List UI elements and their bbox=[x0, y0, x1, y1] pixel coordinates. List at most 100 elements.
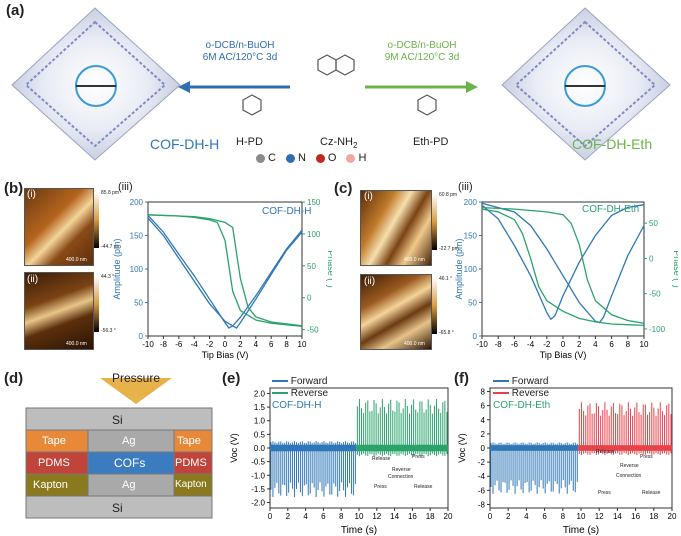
sub-b-i: (i) bbox=[27, 189, 36, 200]
y2-tick-label: 50 bbox=[649, 219, 658, 228]
y-axis-label: Amplitude (pm) bbox=[454, 238, 464, 299]
y-tick-label: 50 bbox=[468, 299, 477, 308]
y-tick-label: 0 bbox=[481, 444, 486, 453]
sub-c-ii: (ii) bbox=[364, 276, 376, 287]
x-tick-label: -8 bbox=[495, 340, 503, 349]
cb-b-ii-bot: -56.3 ° bbox=[101, 328, 116, 334]
y2-tick-label: 0 bbox=[649, 254, 654, 263]
cz-nh2-molecule-icon bbox=[335, 54, 355, 76]
y2-tick-label: 150 bbox=[307, 198, 321, 207]
sub-c-i: (i) bbox=[364, 191, 373, 202]
panel-e-label: (e) bbox=[222, 370, 241, 387]
layer-ag-bottom: Ag bbox=[122, 479, 136, 491]
x-tick-label: 18 bbox=[649, 512, 658, 521]
inset-f-press: Press bbox=[598, 490, 611, 496]
atom-dot-icon bbox=[346, 153, 356, 163]
y-tick-label: 1.0 bbox=[254, 417, 266, 426]
y-tick-label: -0.5 bbox=[251, 458, 265, 467]
chart-e-voc: 0 2 4 6 8 10 12 14 16 18 20 -2.0 -1.5 -1.0 -0.5 0.0 0.5 1… bbox=[229, 387, 453, 536]
amplitude-forward-line bbox=[481, 204, 645, 321]
x-tick-label: 4 bbox=[254, 340, 259, 349]
layer-si-top: Si bbox=[112, 413, 123, 427]
panel-d-label: (d) bbox=[4, 370, 24, 387]
y-tick-label: 100 bbox=[464, 265, 478, 274]
y2-tick-label: 0 bbox=[307, 294, 312, 303]
inset-f-connection: Connection bbox=[616, 473, 642, 479]
panel-a-label: (a) bbox=[6, 2, 25, 19]
scale-b-ii: 400.0 nm bbox=[66, 341, 87, 347]
arrow-right-icon bbox=[466, 81, 478, 93]
layer-kapton-left: Kapton bbox=[33, 479, 68, 491]
x-tick-label: -4 bbox=[527, 340, 535, 349]
legend-c-iii: COF-DH-Eth bbox=[582, 204, 640, 215]
reverse-baseline bbox=[578, 445, 672, 451]
right-condition-acid: 9M AC/120°C 3d bbox=[384, 52, 460, 63]
y-tick-label: 6 bbox=[481, 402, 486, 411]
y-axis-label: Voc (V) bbox=[457, 433, 467, 463]
atom-legend-o: O bbox=[315, 152, 336, 164]
phase-reverse-line bbox=[481, 206, 645, 324]
x-tick-label: 16 bbox=[408, 512, 417, 521]
y2-axis-label: Phase (°) bbox=[672, 250, 678, 288]
layer-pdms-right: PDMS bbox=[175, 457, 207, 469]
x-axis-label: Time (s) bbox=[563, 525, 599, 536]
x-tick-label: 2 bbox=[286, 512, 291, 521]
x-tick-label: 10 bbox=[355, 512, 364, 521]
afm-image-b-ii bbox=[24, 272, 94, 350]
x-tick-label: 18 bbox=[426, 512, 435, 521]
cb-c-i-bot: -22.7 pm bbox=[439, 246, 459, 252]
y-tick-label: -6 bbox=[478, 486, 486, 495]
layer-ag-top: Ag bbox=[122, 435, 136, 447]
layer-si-bottom: Si bbox=[112, 501, 123, 515]
x-tick-label: 6 bbox=[321, 512, 326, 521]
x-tick-label: -4 bbox=[191, 340, 199, 349]
phase-reverse-line bbox=[147, 214, 303, 327]
x-axis-label: Tip Bias (V) bbox=[202, 350, 249, 360]
x-tick-label: 0 bbox=[223, 340, 228, 349]
amplitude-forward-line bbox=[147, 214, 303, 329]
layer-tape-right: Tape bbox=[177, 435, 201, 447]
y2-tick-label: 50 bbox=[307, 262, 316, 271]
colorbar-b-ii bbox=[94, 276, 99, 332]
left-condition-acid: 6M AC/120°C 3d bbox=[202, 52, 278, 63]
afm-image-c-ii bbox=[360, 274, 432, 350]
x-tick-label: 0 bbox=[488, 512, 493, 521]
y-tick-label: 150 bbox=[130, 232, 144, 241]
scale-c-ii: 400.0 nm bbox=[404, 341, 425, 347]
x-tick-label: 8 bbox=[626, 340, 631, 349]
sub-b-ii: (ii) bbox=[27, 274, 39, 285]
layer-tape-left: Tape bbox=[42, 435, 66, 447]
x-tick-label: 6 bbox=[609, 340, 614, 349]
inset-f-release: Release bbox=[596, 449, 615, 455]
chart-c-iii: -10 -8 -6 -4 -2 0 2 4 6 8 10050100150200-100-50050… bbox=[454, 198, 678, 360]
cof-dh-h-structure bbox=[11, 7, 181, 161]
y-tick-label: -1.0 bbox=[251, 471, 265, 480]
x-tick-label: 10 bbox=[577, 512, 586, 521]
x-tick-label: 20 bbox=[444, 512, 453, 521]
x-tick-label: 12 bbox=[372, 512, 381, 521]
layer-kapton-right: Kapton bbox=[175, 479, 207, 490]
cof-dh-eth-structure bbox=[501, 7, 671, 161]
inset-e-release: Release bbox=[372, 456, 391, 462]
atom-dot-icon bbox=[315, 153, 325, 163]
atom-dot-icon bbox=[285, 153, 295, 163]
x-tick-label: -8 bbox=[160, 340, 168, 349]
cb-c-ii-bot: -65.8 ° bbox=[439, 330, 454, 336]
y2-tick-label: 100 bbox=[307, 230, 321, 239]
y-tick-label: -1.5 bbox=[251, 485, 265, 494]
x-tick-label: 4 bbox=[303, 512, 308, 521]
x-tick-label: 14 bbox=[390, 512, 399, 521]
x-tick-label: 10 bbox=[640, 340, 649, 349]
pressure-label: Pressure bbox=[112, 371, 161, 385]
inset-e-press: Press bbox=[374, 484, 387, 490]
atom-legend-n: N bbox=[285, 152, 306, 164]
x-tick-label: 2 bbox=[238, 340, 243, 349]
y2-axis-label: Phase (°) bbox=[326, 250, 332, 288]
y-tick-label: 50 bbox=[134, 299, 143, 308]
layer-pdms-left: PDMS bbox=[38, 457, 70, 469]
x-tick-label: 6 bbox=[542, 512, 547, 521]
phase-forward-line bbox=[147, 214, 303, 328]
x-tick-label: -10 bbox=[476, 340, 488, 349]
x-tick-label: 16 bbox=[631, 512, 640, 521]
phase-forward-line bbox=[481, 208, 645, 327]
